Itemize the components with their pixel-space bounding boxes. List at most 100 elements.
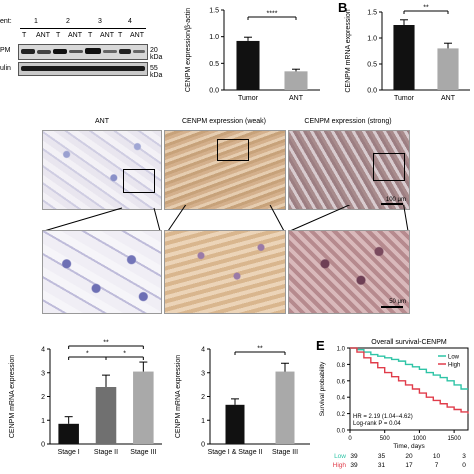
chart-title: Overall survival-CENPM [371,339,447,346]
x-axis-label: Time, days [393,443,425,450]
blot-size-label: 20 kDa [150,47,163,61]
x-tick-label: Stage I & Stage II [208,449,263,456]
lane-label: T [22,32,27,39]
risk-count: 10 [433,453,441,460]
lane-number: 3 [98,18,102,25]
significance-label: * [86,351,89,358]
lane-label: T [118,32,123,39]
y-tick-label: 0.5 [209,61,219,68]
y-tick-label: 3 [201,370,205,377]
micrograph-strong-low: 100 μm [288,130,410,210]
x-tick-label: 1000 [413,436,427,442]
y-tick-label: 1 [201,418,205,425]
y-tick-label: 4 [201,347,205,354]
lane-label: ANT [100,32,114,39]
blot-strip-actin [18,62,148,76]
y-tick-label: 0.0 [337,429,346,435]
x-tick-label: Tumor [238,95,259,102]
lane-label: ANT [130,32,144,39]
lane-header: ent: [0,18,12,25]
x-tick-label: 500 [380,436,391,442]
y-tick-label: 0.8 [337,363,346,369]
bar [225,404,245,444]
risk-row-label: High [333,462,347,469]
micrograph-weak-high [164,230,286,314]
y-axis-label: CENPM mRNA expression [345,9,352,92]
risk-count: 39 [350,453,358,460]
risk-count: 7 [435,462,439,469]
western-blot-panel: ent: 1 2 3 4 T ANT T ANT T ANT T ANT PM … [0,0,170,80]
y-tick-label: 1.5 [367,10,377,17]
risk-count: 39 [350,462,358,469]
lane-label: T [56,32,61,39]
x-tick-label: Stage III [272,449,298,456]
y-axis-label: Survival probability [319,361,326,416]
significance-label: * [123,351,126,358]
risk-count: 35 [378,453,386,460]
x-tick-label: Tumor [394,95,415,102]
blot-row-name: ulin [0,65,11,72]
survival-curve [350,347,468,390]
survival-plot: Overall survival-CENPM 0.0 0.2 0.4 0.6 0.8 1.0… [319,339,469,469]
lane-label: T [88,32,93,39]
lane-number: 1 [34,18,38,25]
x-tick-label: 1500 [447,436,461,442]
micrograph-title: ANT [95,118,109,125]
blot-size-label: 55 kDa [150,65,163,79]
bar-chart-stages: 0 1 2 3 4 CENPM mRNA expression Stage I Stage I… [9,340,162,456]
hr-annotation: Log-rank P = 0.04 [353,421,401,427]
significance-label: ** [103,340,109,347]
risk-count: 31 [378,462,386,469]
bar [393,25,415,90]
y-tick-label: 1.0 [367,36,377,43]
micrograph-title: CENPM expression (weak) [181,118,267,125]
significance-label: **** [267,11,278,18]
y-tick-label: 2 [201,394,205,401]
lane-number: 4 [128,18,132,25]
y-axis-label: CENPM mRNA expression [175,355,182,438]
bar [284,71,308,90]
panel-letter-e: E [316,338,325,353]
significance-label: ** [257,346,263,353]
x-tick-label: ANT [441,95,456,102]
y-tick-label: 3 [41,370,45,377]
lane-label: ANT [68,32,82,39]
risk-count: 3 [462,453,466,460]
lane-label: ANT [36,32,50,39]
y-tick-label: 0.6 [337,379,346,385]
plot-frame [349,347,469,431]
scale-bar-label: 50 μm [389,299,406,305]
survival-curve [350,347,469,414]
y-tick-label: 0.0 [367,88,377,95]
y-axis-label: CENPM mRNA expression [9,355,16,438]
panel-letter-b: B [338,0,348,15]
y-tick-label: 0.0 [209,88,219,95]
bar [95,387,117,444]
x-tick-label: Stage III [130,449,156,456]
bar [275,371,295,444]
lane-underline [20,28,146,29]
micrograph-weak-low [164,130,286,210]
y-tick-label: 0 [41,442,45,449]
risk-count: 20 [405,453,413,460]
legend-label: Low [448,355,460,361]
bar-chart-stage-groups: 0 1 2 3 4 CENPM mRNA expression Stage I & Stag… [175,346,310,456]
bar [133,371,154,444]
blot-strip-target [18,44,148,60]
risk-count: 17 [405,462,413,469]
y-tick-label: 0.5 [367,62,377,69]
micrograph-strong-high: 50 μm [288,230,410,314]
blot-row-name: PM [0,47,11,54]
y-tick-label: 0.4 [337,396,346,402]
x-tick-label: 0 [348,436,352,442]
y-tick-label: 1 [41,418,45,425]
bar-chart-protein: 0.0 0.5 1.0 1.5 CENPM expression/β-actin Tumo… [185,8,320,102]
micrograph-ant-low [42,130,162,210]
hr-annotation: HR = 2.19 (1.04−4.62) [353,414,413,420]
zoom-connector-lines [43,205,409,232]
legend-label: High [448,363,460,369]
micrograph-ant-high [42,230,162,314]
y-tick-label: 4 [41,347,45,354]
bar-chart-mrna: 0.0 0.5 1.0 1.5 CENPM mRNA expression Tumor AN… [345,5,470,102]
y-tick-label: 2 [41,394,45,401]
